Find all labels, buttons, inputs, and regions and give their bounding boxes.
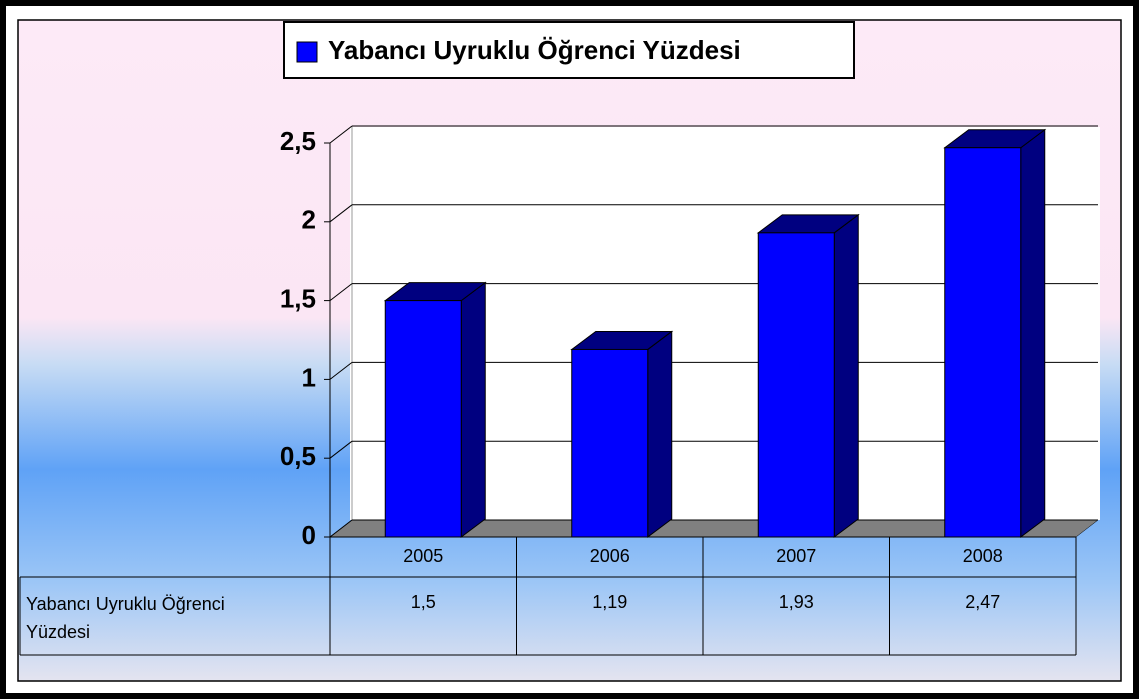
bar-side [647,330,673,538]
bar-front [384,300,462,538]
x-tick-label: 2005 [403,546,443,566]
bar-front [571,348,649,538]
grid-line [329,125,353,144]
bar [570,330,674,538]
grid-line [329,362,353,380]
bar [756,213,860,538]
table-value: 1,19 [592,592,627,612]
bar-front [757,232,835,538]
bar [383,281,487,538]
table-value: 2,47 [965,592,1000,612]
y-tick-label: 0,5 [280,441,316,471]
grid-line [329,283,353,301]
grid-line [329,204,353,223]
x-tick-label: 2007 [776,546,816,566]
bar [943,128,1047,538]
bar-side [1020,128,1046,538]
legend [283,21,855,79]
table-value: 1,93 [779,592,814,612]
x-tick-label: 2008 [963,546,1003,566]
legend-swatch [296,41,318,63]
bar-front [944,147,1022,538]
bar-side [833,213,859,538]
y-tick-label: 2,5 [280,126,316,156]
y-tick-label: 1,5 [280,283,316,313]
grid-line [329,440,353,459]
y-tick-label: 2 [302,205,316,235]
legend-label: Yabancı Uyruklu Öğrenci Yüzdesi [328,35,741,65]
table-row-header: Yabancı Uyruklu Öğrenci Yüzdesi [26,594,225,642]
grid-line [329,519,353,538]
x-tick-label: 2006 [590,546,630,566]
y-tick-label: 0 [302,520,316,550]
table-value: 1,5 [411,592,436,612]
y-tick-label: 1 [302,362,316,392]
bar-side [460,281,486,538]
